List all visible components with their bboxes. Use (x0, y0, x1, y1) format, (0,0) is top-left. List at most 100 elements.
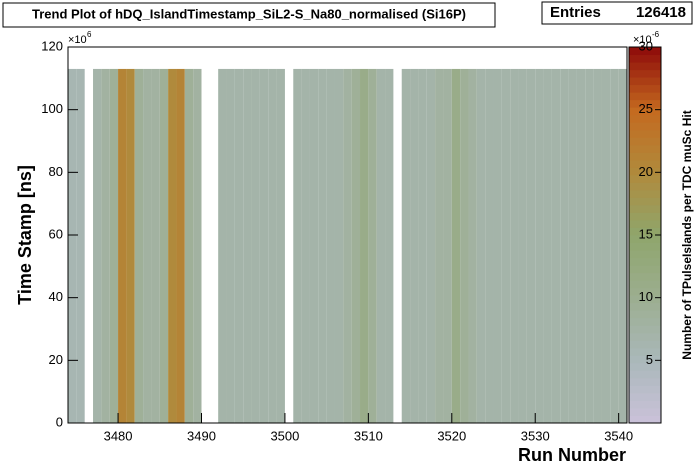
heat-cell (318, 68, 327, 423)
colorbar-step (629, 47, 661, 56)
heat-cell (259, 68, 269, 423)
colorbar-step (629, 325, 661, 334)
colorbar-step (629, 370, 661, 379)
colorbar-step (629, 332, 661, 341)
chart-title: Trend Plot of hDQ_IslandTimestamp_SiL2-S… (32, 6, 466, 21)
colorbar-step (629, 235, 661, 244)
y-tick-label: 100 (41, 101, 63, 116)
heat-cell (526, 68, 536, 423)
heat-cell (351, 68, 361, 423)
colorbar-step (629, 69, 661, 78)
x-tick-label: 3530 (521, 428, 550, 443)
colorbar-step (629, 415, 661, 424)
heat-cell (301, 68, 310, 423)
colorbar-step (629, 392, 661, 401)
stats-label: Entries (550, 4, 601, 21)
colorbar-step (629, 340, 661, 349)
heat-cell (460, 68, 469, 423)
heat-cell (535, 68, 544, 423)
heat-cell (618, 68, 627, 423)
colorbar-step (629, 310, 661, 319)
z-tick-label: 15 (639, 226, 653, 241)
heat-cell (485, 68, 494, 423)
colorbar-step (629, 407, 661, 416)
stats-value: 126418 (636, 4, 686, 21)
heat-cell (426, 68, 436, 423)
heat-cell (385, 68, 394, 423)
heat-cell (443, 68, 452, 423)
heat-cell (243, 68, 252, 423)
heat-cell (418, 68, 427, 423)
colorbar-step (629, 317, 661, 326)
y-tick-label: 20 (49, 352, 63, 367)
heat-cell (293, 68, 302, 423)
colorbar-step (629, 174, 661, 183)
colorbar-step (629, 152, 661, 161)
colorbar-step (629, 189, 661, 198)
y-tick-label: 120 (41, 38, 63, 53)
colorbar-step (629, 62, 661, 71)
heat-cell (368, 68, 377, 423)
colorbar-step (629, 54, 661, 63)
z-exponent-base: ×10 (633, 34, 652, 46)
heat-cell (143, 68, 152, 423)
colorbar-step (629, 84, 661, 93)
heat-cell (176, 68, 185, 423)
colorbar-step (629, 257, 661, 266)
y-exponent: 6 (87, 30, 92, 39)
y-axis-label: Time Stamp [ns] (15, 165, 35, 305)
x-tick-label: 3540 (604, 428, 633, 443)
heat-cell (276, 68, 285, 423)
z-exponent: -6 (652, 30, 660, 39)
heat-cell (159, 68, 169, 423)
colorbar-step (629, 280, 661, 289)
colorbar-step (629, 295, 661, 304)
colorbar-step (629, 92, 661, 101)
heat-cell (193, 68, 202, 423)
heat-cell (518, 68, 527, 423)
title-box (2, 2, 496, 28)
colorbar-step (629, 385, 661, 394)
heat-cell (451, 68, 461, 423)
heat-cell (493, 68, 502, 423)
heat-cell (410, 68, 419, 423)
heat-cell (101, 68, 110, 423)
colorbar-step (629, 227, 661, 236)
z-tick-label: 5 (646, 352, 653, 367)
heat-cell (234, 68, 244, 423)
heat-cell (568, 68, 577, 423)
colorbar-step (629, 129, 661, 138)
y-tick-label: 80 (49, 164, 63, 179)
heat-cell (76, 68, 85, 423)
colorbar-step (629, 122, 661, 131)
colorbar-step (629, 265, 661, 274)
heat-cell (343, 68, 352, 423)
x-tick-label: 3510 (354, 428, 383, 443)
heat-cell (218, 68, 227, 423)
heat-cell (268, 68, 277, 423)
colorbar-step (629, 182, 661, 191)
colorbar-step (629, 137, 661, 146)
colorbar-step (629, 302, 661, 311)
heat-cell (601, 68, 611, 423)
heat-cell (468, 68, 477, 423)
z-tick-label: 10 (639, 289, 653, 304)
heat-cell (226, 68, 235, 423)
colorbar-step (629, 144, 661, 153)
heat-cell (543, 68, 552, 423)
colorbar-step (629, 377, 661, 386)
heat-cell (401, 68, 411, 423)
colorbar-step (629, 400, 661, 409)
colorbar-step (629, 242, 661, 251)
heat-cell (134, 68, 144, 423)
heat-cell (560, 68, 569, 423)
colorbar-step (629, 250, 661, 259)
colorbar-step (629, 159, 661, 168)
heat-cell (184, 68, 194, 423)
y-exponent-base: ×10 (68, 34, 87, 46)
x-axis-label: Run Number (518, 445, 626, 465)
heat-cell (360, 68, 369, 423)
heat-cell (376, 68, 386, 423)
heat-cell (576, 68, 586, 423)
heat-cell (109, 68, 119, 423)
